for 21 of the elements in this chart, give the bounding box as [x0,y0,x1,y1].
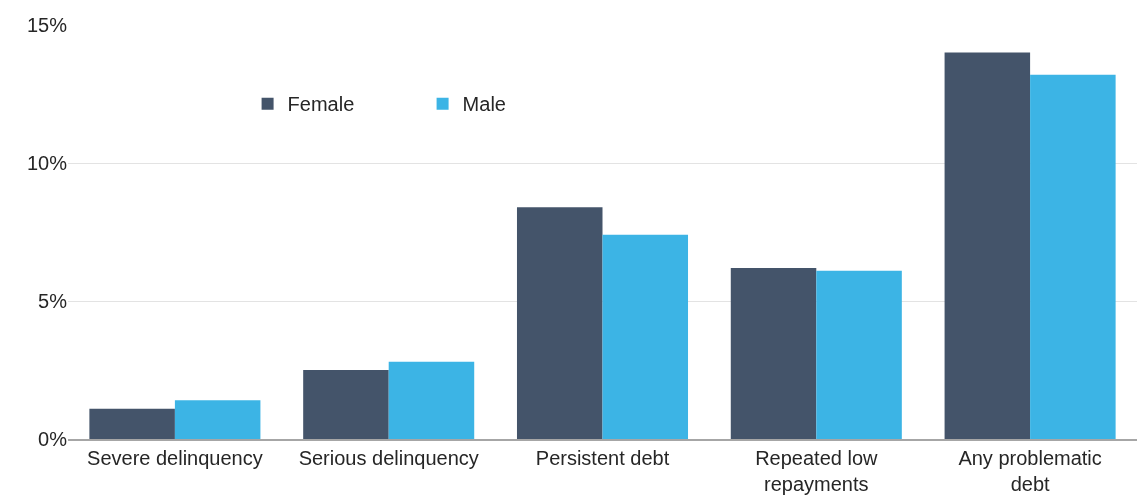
y-tick-label: 15% [26,14,68,36]
x-tick-label: Serious delinquency [298,447,479,469]
x-tick-label: Severe delinquency [87,447,263,469]
bar [816,270,902,439]
bar [730,267,817,439]
y-tick-label: 5% [38,290,68,312]
x-tick-label: Repeated low repayments [755,447,879,495]
bar [1030,74,1116,439]
y-tick-label: 10% [26,152,68,174]
bar [944,52,1031,439]
bar [516,207,603,439]
x-tick-label: Persistent debt [535,447,670,469]
bar [303,370,389,439]
legend-label: Female [287,93,355,116]
bar [388,361,475,439]
bar [89,408,175,439]
x-tick-label: Any problematic debt [958,447,1102,495]
bar [174,400,261,439]
bar [602,234,689,439]
legend-label: Male [462,93,506,116]
y-tick-label: 0% [38,428,68,450]
